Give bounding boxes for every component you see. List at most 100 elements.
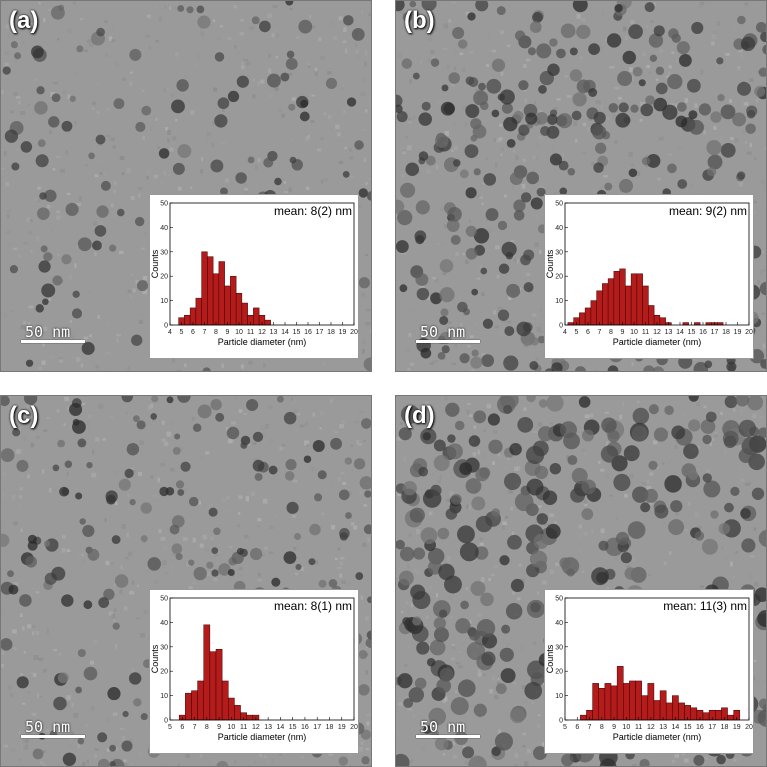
x-tick-label: 20 [745, 329, 753, 336]
x-tick-label: 15 [684, 724, 692, 731]
panel-label: (b) [404, 7, 435, 34]
histogram-bar [598, 688, 606, 721]
histogram-inset: mean: 9(2) nm 4 5 6 7 8 9 10 11 12 13 14 15 16 17 18 19… [544, 194, 754, 359]
x-tick-label: 20 [350, 329, 358, 336]
x-axis-label: Particle diameter (nm) [613, 732, 702, 742]
x-tick-label: 19 [338, 724, 346, 731]
x-tick-label: 15 [289, 724, 297, 731]
scale-bar-label: 50 nm [420, 323, 466, 341]
panel-label: (a) [9, 7, 39, 34]
x-tick-label: 15 [293, 329, 301, 336]
histogram-bar [235, 293, 243, 326]
histogram-bar [672, 695, 679, 721]
x-tick-label: 5 [168, 724, 172, 731]
histogram-bar [647, 683, 655, 721]
y-axis-label: Counts [545, 249, 555, 278]
histogram-bar [212, 273, 220, 326]
x-tick-label: 17 [316, 329, 324, 336]
histogram-bar [727, 714, 734, 721]
histogram-bar [715, 709, 722, 721]
histogram-bar [602, 283, 609, 326]
x-tick-label: 10 [630, 329, 638, 336]
y-tick-label: 50 [555, 201, 563, 208]
y-tick-label: 20 [160, 669, 168, 676]
x-tick-label: 14 [277, 724, 285, 731]
histogram-bar [215, 648, 223, 721]
histogram-bar [702, 712, 710, 721]
x-tick-label: 13 [270, 329, 278, 336]
histogram-bar [253, 307, 260, 326]
y-tick-label: 0 [559, 718, 563, 725]
x-tick-label: 9 [612, 724, 616, 731]
histogram-bar [264, 319, 271, 326]
histogram-inset: mean: 8(2) nm 4 5 6 7 8 9 10 11 12 13 14 15 16 17 18 19… [149, 194, 359, 359]
x-tick-label: 10 [235, 329, 243, 336]
scale-bar [416, 735, 480, 738]
y-tick-label: 20 [160, 274, 168, 281]
histogram-bar [678, 702, 685, 721]
histogram-bar [604, 683, 612, 721]
histogram-bar [207, 256, 214, 326]
panel-b: (b) 50 nm mean: 9(2) nm 4 5 6 7 8 9 10 11 12 13 14… [395, 0, 767, 372]
y-axis-label: Counts [545, 644, 555, 673]
y-tick-label: 40 [160, 620, 168, 627]
histogram-bar [619, 268, 626, 326]
histogram-chart: mean: 8(2) nm 4 5 6 7 8 9 10 11 12 13 14 15 16 17 18 19… [150, 201, 358, 348]
histogram-bar [616, 666, 624, 721]
histogram-bar [191, 690, 198, 721]
scale-bar-label: 50 nm [25, 323, 71, 341]
histogram-bar [221, 680, 229, 721]
y-tick-label: 30 [160, 249, 168, 256]
histogram-bar [203, 624, 211, 721]
y-tick-label: 20 [555, 669, 563, 676]
histogram-bar [610, 685, 618, 721]
x-tick-label: 12 [647, 724, 655, 731]
y-tick-label: 0 [559, 323, 563, 330]
histogram-bar [629, 680, 636, 721]
x-tick-label: 13 [665, 329, 673, 336]
x-tick-label: 19 [339, 329, 347, 336]
x-tick-label: 17 [708, 724, 716, 731]
histogram-bar [218, 261, 225, 326]
histogram-bar [623, 683, 630, 721]
x-tick-label: 9 [217, 724, 221, 731]
scale-bar [416, 340, 480, 343]
x-tick-label: 18 [721, 724, 729, 731]
histogram-bar [659, 317, 666, 326]
histogram-bar [625, 285, 632, 326]
y-axis-label: Counts [150, 644, 160, 673]
plot-frame [169, 597, 355, 721]
y-tick-label: 30 [160, 644, 168, 651]
histogram-bar [241, 302, 248, 326]
histogram-bar [636, 273, 643, 326]
y-tick-label: 10 [160, 693, 168, 700]
y-tick-label: 40 [555, 620, 563, 627]
histogram-chart: mean: 8(1) nm 5 6 7 8 9 10 11 12 13 14 15 16 17 18 19 2… [150, 596, 358, 743]
histogram-bar [234, 705, 241, 721]
y-tick-label: 20 [555, 274, 563, 281]
x-tick-label: 11 [240, 724, 247, 731]
histogram-inset: mean: 8(1) nm 5 6 7 8 9 10 11 12 13 14 15 16 17 18 19 2… [149, 589, 359, 754]
y-tick-label: 0 [164, 718, 168, 725]
x-tick-label: 6 [180, 724, 184, 731]
histogram-bar [209, 651, 217, 721]
y-tick-label: 50 [555, 596, 563, 603]
y-tick-label: 10 [555, 298, 563, 305]
x-tick-label: 16 [699, 329, 707, 336]
x-tick-label: 7 [203, 329, 207, 336]
x-tick-label: 13 [264, 724, 272, 731]
x-axis-label: Particle diameter (nm) [613, 337, 702, 347]
histogram-bar [228, 697, 235, 721]
y-tick-label: 40 [555, 225, 563, 232]
panel-label: (d) [404, 402, 435, 429]
y-tick-label: 30 [555, 249, 563, 256]
x-tick-label: 19 [734, 329, 742, 336]
x-tick-label: 16 [304, 329, 312, 336]
x-tick-label: 18 [326, 724, 334, 731]
x-tick-label: 6 [586, 329, 590, 336]
x-tick-label: 5 [180, 329, 184, 336]
histogram-chart: mean: 9(2) nm 4 5 6 7 8 9 10 11 12 13 14 15 16 17 18 19… [545, 201, 753, 348]
x-tick-label: 14 [672, 724, 680, 731]
x-tick-label: 8 [600, 724, 604, 731]
histogram-bar [224, 285, 231, 326]
